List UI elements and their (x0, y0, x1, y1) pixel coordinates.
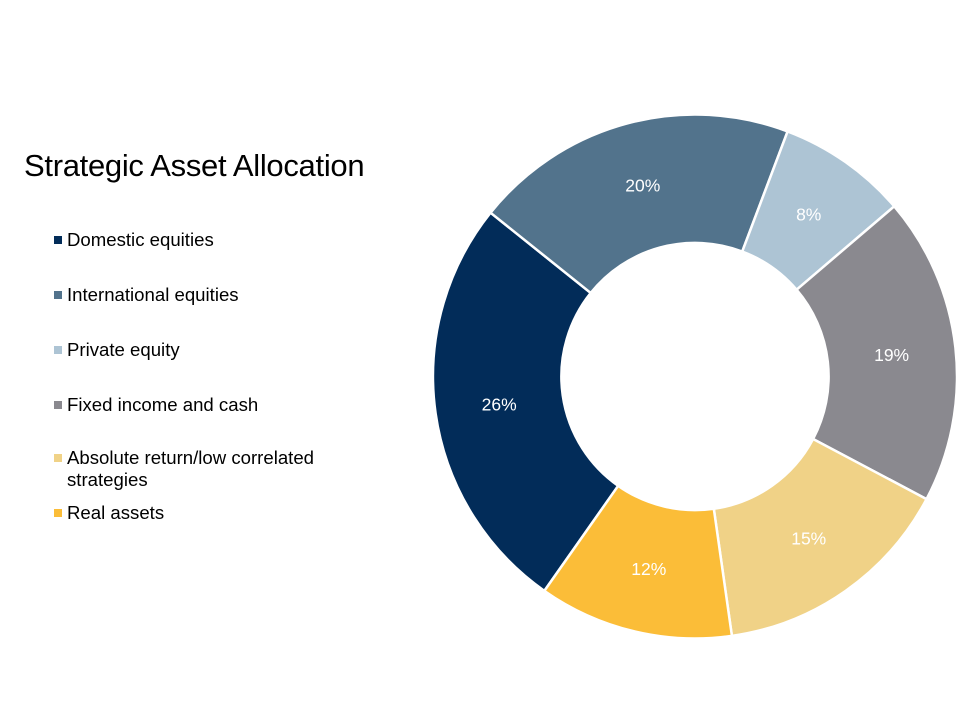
slice-value-label: 12% (631, 559, 666, 579)
slice-value-label: 19% (874, 345, 909, 365)
donut-slice-real-assets (542, 484, 734, 640)
slice-value-label: 8% (796, 205, 821, 225)
donut-slice-absolute-return-low-correlated-strategies (712, 437, 929, 638)
donut-slice-international-equities (488, 113, 790, 295)
legend-swatch-icon (54, 291, 62, 299)
legend-item-private-equity: Private equity (54, 339, 367, 361)
legend-label: Domestic equities (67, 229, 214, 250)
slice-value-label: 26% (482, 394, 517, 414)
legend-label: Absolute return/low correlated strategie… (67, 447, 315, 490)
legend-item-international-equities: International equities (54, 284, 367, 306)
slice-value-label: 15% (791, 528, 826, 548)
legend-swatch-icon (54, 401, 62, 409)
legend-label: International equities (67, 284, 239, 305)
legend-item-real-assets: Real assets (54, 502, 367, 524)
legend-label: Private equity (67, 339, 180, 360)
legend-label: Real assets (67, 502, 165, 523)
slice-value-label: 20% (625, 176, 660, 196)
legend-label: Fixed income and cash (67, 394, 259, 415)
legend-swatch-icon (54, 236, 62, 244)
chart-legend: Domestic equities International equities… (0, 0, 420, 718)
donut-slice-fixed-income-and-cash (794, 204, 959, 501)
legend-swatch-icon (54, 346, 62, 354)
legend-item-fixed-income-and-cash: Fixed income and cash (54, 394, 367, 416)
donut-slice-domestic-equities (431, 210, 620, 593)
chart-title: Strategic Asset Allocation (24, 148, 365, 183)
legend-item-domestic-equities: Domestic equities (54, 229, 367, 251)
donut-slices (431, 113, 959, 640)
legend-swatch-icon (54, 454, 62, 462)
donut-slice-labels: 26% 20% 8% 19% 15% 12% (482, 176, 909, 579)
legend-swatch-icon (54, 509, 62, 517)
legend-item-absolute-return: Absolute return/low correlated strategie… (54, 447, 342, 491)
